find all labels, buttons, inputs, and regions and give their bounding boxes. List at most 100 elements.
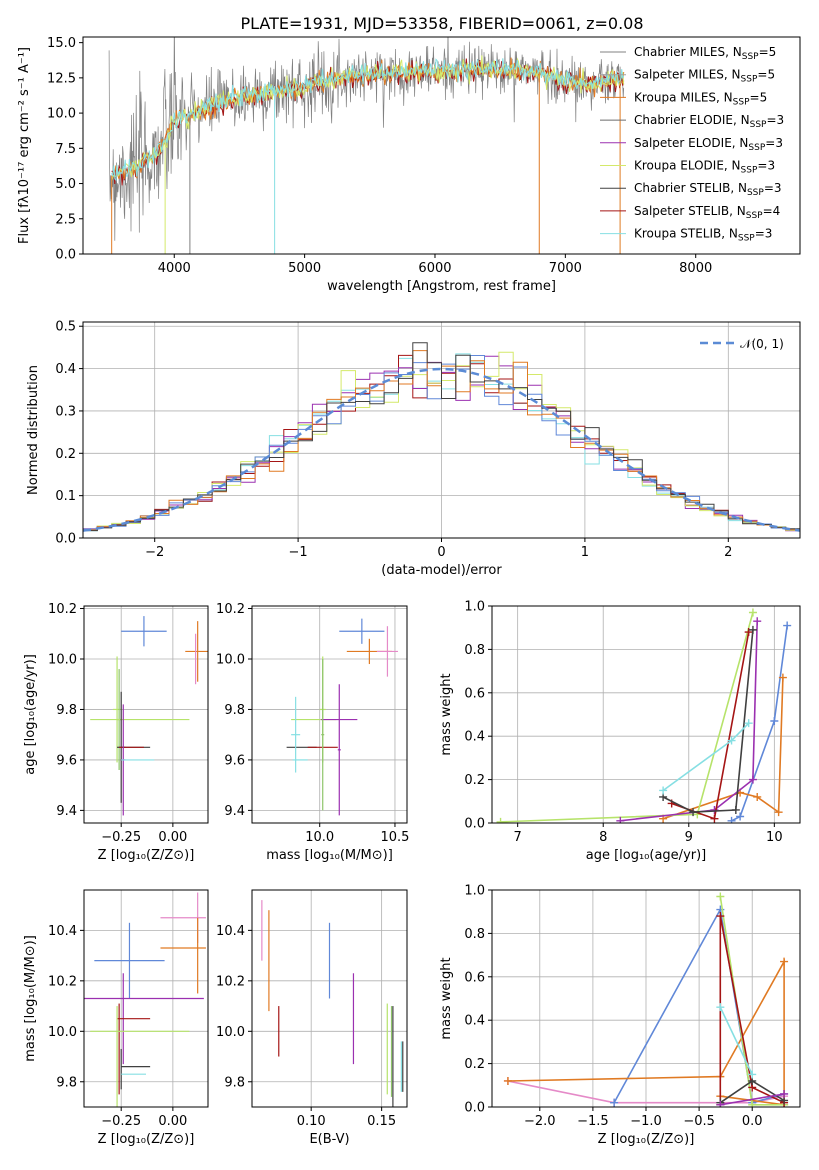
y-tick-label: 1.0 [464, 884, 485, 899]
x-tick-label: 9 [685, 830, 693, 845]
axes-frame [83, 605, 209, 824]
legend-entry: Salpeter ELODIE, NSSP=3 [634, 136, 783, 153]
x-tick-label: 1 [581, 545, 589, 560]
series-marker [610, 1098, 619, 1107]
spectrum-lines [108, 37, 625, 254]
x-tick-label: 2 [724, 545, 732, 560]
x-tick-label: 8 [599, 830, 607, 845]
x-axis-label: Z [log₁₀(Z/Z⊙)] [98, 1132, 195, 1147]
panel-weight-vs-age: 7 8 9 10 0.0 0.2 0.4 0.6 0.8 1.0 age [log₁₀(age/yr… [439, 600, 801, 863]
legend-entry: Chabrier STELIB, NSSP=3 [634, 181, 782, 198]
legend-entry-main: Kroupa MILES, N [634, 90, 733, 104]
y-tick-label: 10.2 [216, 974, 245, 989]
legend-entry-main: Salpeter ELODIE, N [634, 136, 748, 150]
y-tick-label: 9.6 [56, 753, 77, 768]
legend-entry-main: Salpeter MILES, N [634, 68, 741, 82]
panel-age-vs-Z: −0.25 0.00 9.4 9.6 9.8 10.0 10.2 Z [log₁₀(Z/Z⊙)… [23, 602, 209, 863]
legend-entry-normal: 𝒩(0, 1) [740, 337, 784, 351]
series-line [662, 629, 754, 813]
legend-entry-main: Kroupa ELODIE, N [634, 159, 741, 173]
y-axis-label: age [log₁₀(age/yr)] [23, 654, 38, 775]
y-tick-label: 0.6 [464, 970, 485, 985]
x-axis-label: mass [log₁₀(M/M⊙)] [266, 848, 393, 863]
legend-entry-sub: SSP [742, 52, 759, 62]
y-tick-label: 9.4 [56, 804, 77, 819]
y-tick-label: 9.4 [224, 804, 245, 819]
legend-entry-sub: SSP [741, 75, 758, 85]
series-marker [716, 912, 725, 921]
series-marker [659, 786, 668, 795]
axes-frame [82, 36, 801, 255]
y-tick-label: 10.2 [216, 602, 245, 617]
errorbars [90, 616, 208, 816]
x-axis-label: E(B-V) [309, 1132, 349, 1147]
y-tick-label: 15.0 [47, 36, 76, 51]
legend-entry: Kroupa STELIB, NSSP=3 [634, 227, 772, 244]
series-line [731, 625, 788, 822]
y-axis-label: mass [log₁₀(M/M⊙)] [23, 935, 38, 1062]
legend-entry-sub: SSP [746, 211, 763, 221]
y-axis-label: Normed distribution [26, 365, 41, 495]
series-marker [780, 1089, 789, 1098]
legend: 𝒩(0, 1) [700, 337, 784, 351]
histograms [83, 342, 800, 532]
legend-entry-tail: =5 [757, 68, 775, 82]
weight-lines [503, 892, 789, 1107]
x-tick-label: 5000 [288, 261, 321, 276]
panel-weight-vs-Z: −2.0 −1.5 −1.0 −0.5 0.0 0.0 0.2 0.4 0.6 0.8 1.0 Z [… [439, 884, 801, 1147]
series-marker [748, 625, 757, 634]
legend-entry: Chabrier MILES, NSSP=5 [634, 45, 776, 62]
y-axis-label: mass weight [439, 957, 454, 1039]
x-axis-label: age [log₁₀(age/yr)] [586, 848, 707, 863]
axes-frame [491, 605, 801, 824]
y-tick-label: 0.6 [464, 686, 485, 701]
legend-entry-sub: SSP [748, 143, 765, 153]
series-marker [783, 621, 792, 630]
series-marker [744, 719, 753, 728]
x-tick-label: 10 [766, 830, 783, 845]
y-tick-label: 9.8 [224, 703, 245, 718]
legend-entry: Salpeter MILES, NSSP=5 [634, 68, 775, 85]
series-line [720, 1093, 785, 1106]
legend-entry-tail: =3 [764, 181, 782, 195]
y-tick-label: 0.2 [464, 773, 485, 788]
legend-entry-main: Chabrier ELODIE, N [634, 113, 750, 127]
x-tick-label: 0.00 [158, 1114, 187, 1129]
errorbars [261, 900, 404, 1107]
y-tick-label: 0.2 [464, 1057, 485, 1072]
y-tick-label: 5.0 [55, 177, 76, 192]
x-tick-label: 8000 [679, 261, 712, 276]
x-tick-label: −1.0 [630, 1114, 662, 1129]
legend-entry-tail: =3 [757, 159, 775, 173]
legend-entry-main: Chabrier STELIB, N [634, 181, 747, 195]
y-tick-label: 0.0 [55, 532, 76, 547]
y-tick-label: 0.2 [55, 447, 76, 462]
legend-entry-sub: SSP [750, 120, 767, 130]
y-tick-label: 9.8 [56, 1075, 77, 1090]
x-tick-label: −0.5 [683, 1114, 715, 1129]
figure-title: PLATE=1931, MJD=53358, FIBERID=0061, z=0… [240, 14, 643, 33]
series-marker [770, 717, 779, 726]
y-tick-label: 10.2 [48, 602, 77, 617]
x-tick-label: 0 [437, 545, 445, 560]
y-tick-label: 10.2 [48, 974, 77, 989]
y-tick-label: 2.5 [55, 212, 76, 227]
series-marker [496, 817, 505, 823]
series-marker [748, 1070, 757, 1079]
errorbars [84, 892, 206, 1107]
y-tick-label: 0.0 [55, 248, 76, 263]
x-tick-label: 0.00 [158, 830, 187, 845]
legend-entry-sub: SSP [733, 97, 750, 107]
axes-frame [491, 889, 801, 1108]
series-line [719, 1006, 753, 1075]
y-axis-label: mass weight [439, 673, 454, 755]
axes-frame [82, 321, 801, 539]
y-tick-label: 1.0 [464, 600, 485, 615]
series-marker [778, 673, 787, 682]
legend-entry-sub: SSP [741, 166, 758, 176]
legend-entry-main: Kroupa STELIB, N [634, 227, 738, 241]
y-tick-label: 0.4 [55, 362, 76, 377]
legend-entry-tail: =3 [765, 136, 783, 150]
x-tick-label: 0.0 [742, 1114, 763, 1129]
